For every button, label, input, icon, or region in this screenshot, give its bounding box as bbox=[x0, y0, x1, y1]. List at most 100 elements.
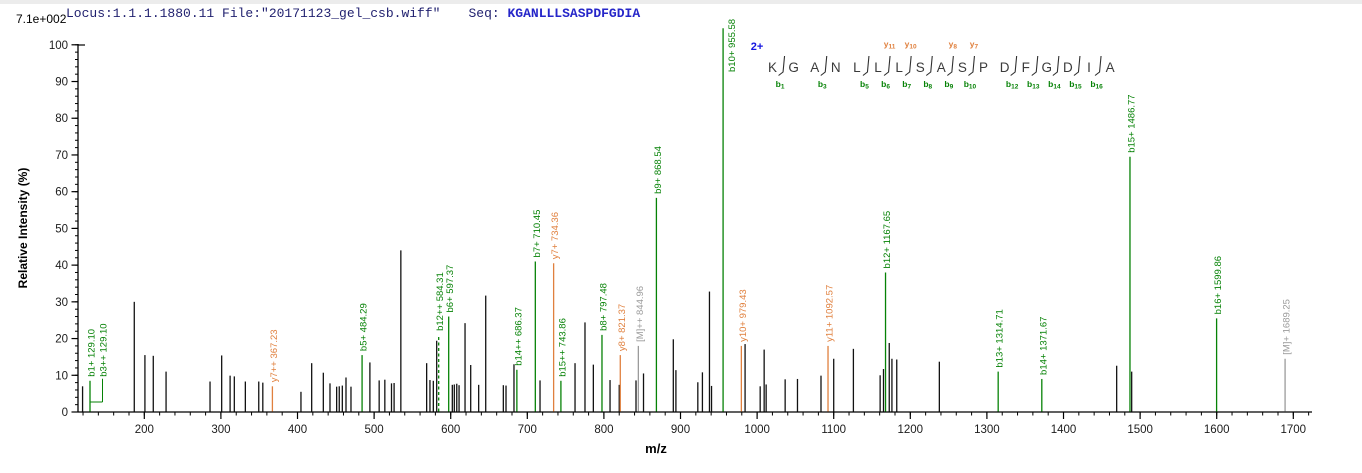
y-tick-label: 20 bbox=[55, 334, 68, 346]
fragmentation-divider bbox=[925, 55, 933, 76]
x-tick-label: 1100 bbox=[821, 424, 846, 436]
peptide-sequence-value: KGANLLLSASPDFGDIA bbox=[507, 6, 641, 21]
sequence-residue: L bbox=[853, 60, 861, 75]
x-tick-label: 400 bbox=[288, 424, 307, 436]
peak-label: b12++ 584.31 bbox=[435, 272, 446, 331]
y-tick-label: 70 bbox=[55, 150, 68, 162]
peak-label: b10+ 955.58 bbox=[727, 19, 738, 72]
peak-label: [M]+ 1689.25 bbox=[1282, 299, 1293, 355]
sequence-residue: A bbox=[1106, 60, 1115, 75]
peak-label: b8+ 797.48 bbox=[598, 283, 609, 331]
y-tick-label: 10 bbox=[55, 370, 68, 382]
x-tick-label: 1700 bbox=[1281, 424, 1307, 436]
y-tick-label: 80 bbox=[55, 113, 68, 125]
peak-label: b14+ 1371.67 bbox=[1038, 317, 1049, 375]
peak-label: y10+ 979.43 bbox=[738, 289, 749, 342]
seq-prefix-label: Seq: bbox=[468, 6, 500, 21]
sequence-residue: G bbox=[788, 60, 799, 75]
ladder-b-ion-label: b3 bbox=[818, 79, 827, 91]
peak-label: b16+ 1599.86 bbox=[1213, 256, 1224, 314]
ladder-b-ion-label: b5 bbox=[860, 79, 869, 91]
fragmentation-divider bbox=[883, 55, 891, 76]
peak-label: y7++ 367.23 bbox=[269, 329, 280, 382]
ladder-b-ion-label: b6 bbox=[881, 79, 890, 91]
peak-label: y7+ 734.36 bbox=[550, 212, 561, 259]
peak-label: b15+ 1486.77 bbox=[1126, 94, 1137, 152]
y-tick-label: 90 bbox=[55, 77, 68, 89]
x-tick-label: 1400 bbox=[1051, 424, 1077, 436]
fragmentation-divider bbox=[947, 55, 954, 76]
spectrum-header: Locus:1.1.1.1880.11 File:"20171123_gel_c… bbox=[66, 6, 640, 21]
x-tick-label: 500 bbox=[365, 424, 384, 436]
sequence-residue: F bbox=[1022, 60, 1030, 75]
x-tick-label: 600 bbox=[441, 424, 460, 436]
peak-label: b6+ 597.37 bbox=[445, 265, 456, 313]
x-tick-label: 800 bbox=[594, 424, 613, 436]
peak-label: y11+ 1092.57 bbox=[825, 285, 836, 342]
y-tick-label: 0 bbox=[62, 407, 68, 419]
peak-label: b13+ 1314.71 bbox=[995, 309, 1006, 367]
y-tick-label: 60 bbox=[55, 187, 68, 199]
x-axis-title: m/z bbox=[645, 441, 667, 456]
sequence-residue: N bbox=[831, 60, 841, 75]
intensity-scale-label: 7.1e+002 bbox=[16, 12, 67, 26]
ladder-b-ion-label: b16 bbox=[1090, 79, 1103, 91]
fragmentation-divider bbox=[904, 55, 912, 76]
peak-label: b9+ 868.54 bbox=[653, 146, 664, 194]
ladder-y-ion-label: y11 bbox=[884, 39, 896, 51]
fragmentation-divider bbox=[820, 55, 828, 76]
y-axis-title: Relative Intensity (%) bbox=[16, 168, 30, 289]
locus-file-text: Locus:1.1.1.1880.11 File:"20171123_gel_c… bbox=[66, 6, 441, 21]
sequence-residue: P bbox=[979, 60, 988, 75]
x-tick-label: 1300 bbox=[974, 424, 1000, 436]
ladder-b-ion-label: b13 bbox=[1027, 79, 1040, 91]
x-tick-label: 1500 bbox=[1127, 424, 1153, 436]
sequence-residue: L bbox=[895, 60, 903, 75]
sequence-residue: A bbox=[937, 60, 946, 75]
ladder-y-ion-label: y10 bbox=[905, 39, 917, 51]
fragmentation-divider bbox=[1010, 55, 1018, 76]
peak-label: [M]++ 844.96 bbox=[635, 286, 646, 342]
x-tick-label: 1600 bbox=[1204, 424, 1230, 436]
x-tick-label: 1000 bbox=[744, 424, 770, 436]
ladder-b-ion-label: b7 bbox=[902, 79, 911, 91]
fragmentation-divider bbox=[1052, 55, 1060, 76]
sequence-residue: A bbox=[810, 60, 819, 75]
peak-label-secondary: b3++ 129.10 bbox=[99, 323, 110, 376]
y-tick-label: 30 bbox=[55, 297, 68, 309]
ladder-b-ion-label: b9 bbox=[944, 79, 953, 91]
x-tick-label: 300 bbox=[211, 424, 230, 436]
x-tick-label: 1200 bbox=[898, 424, 924, 436]
sequence-residue: D bbox=[1000, 60, 1010, 75]
sequence-residue: D bbox=[1063, 60, 1073, 75]
x-tick-label: 700 bbox=[518, 424, 537, 436]
y-tick-label: 50 bbox=[55, 223, 68, 235]
y-tick-label: 40 bbox=[55, 260, 68, 272]
fragmentation-divider bbox=[778, 55, 786, 76]
sequence-residue: S bbox=[916, 60, 925, 75]
ladder-b-ion-label: b8 bbox=[923, 79, 932, 91]
sequence-residue: S bbox=[958, 60, 967, 75]
window-top-edge bbox=[0, 0, 1362, 4]
ladder-b-ion-label: b10 bbox=[964, 79, 977, 91]
precursor-charge-label: 2+ bbox=[751, 41, 764, 53]
peak-label: b5+ 484.29 bbox=[359, 303, 370, 351]
peak-label: b1+ 129.10 bbox=[87, 329, 98, 377]
fragmentation-divider bbox=[862, 55, 870, 76]
peak-label: b7+ 710.45 bbox=[532, 210, 543, 258]
peak-label: b12+ 1167.65 bbox=[882, 211, 893, 269]
sequence-residue: L bbox=[874, 60, 882, 75]
y-tick-label: 100 bbox=[49, 40, 68, 52]
ladder-b-ion-label: b15 bbox=[1069, 79, 1082, 91]
sequence-residue: I bbox=[1087, 60, 1091, 75]
sequence-residue: K bbox=[768, 60, 777, 75]
fragmentation-divider bbox=[1031, 55, 1039, 76]
ladder-b-ion-label: b1 bbox=[776, 79, 785, 91]
fragmentation-divider bbox=[1073, 55, 1081, 76]
ladder-y-ion-label: y8 bbox=[949, 39, 958, 51]
ladder-b-ion-label: b12 bbox=[1006, 79, 1019, 91]
peak-label: y8+ 821.37 bbox=[617, 304, 628, 351]
sequence-residue: G bbox=[1042, 60, 1053, 75]
